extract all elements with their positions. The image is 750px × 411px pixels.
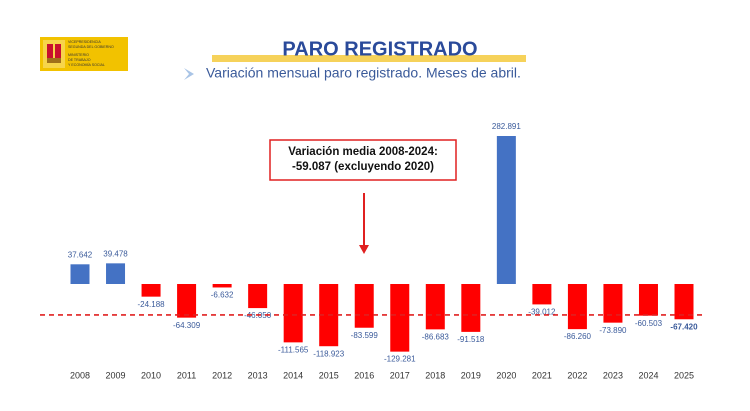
- value-label: -83.599: [351, 331, 379, 340]
- logo-text: SEGUNDA DEL GOBIERNO: [68, 45, 114, 49]
- annotation-box: [269, 139, 457, 181]
- value-label: -67.420: [670, 322, 698, 331]
- x-tick-label: 2020: [496, 370, 516, 380]
- value-label: -60.503: [635, 319, 663, 328]
- bar: [248, 284, 268, 309]
- x-tick-label: 2008: [70, 370, 90, 380]
- logo-text: MINISTERIO: [68, 53, 89, 57]
- x-tick-label: 2016: [354, 370, 374, 380]
- x-tick-label: 2018: [425, 370, 445, 380]
- bar: [390, 284, 410, 352]
- x-tick-label: 2014: [283, 370, 303, 380]
- annotation-text: -59.087 (excluyendo 2020): [292, 161, 434, 173]
- logo-shield: [47, 58, 61, 63]
- value-label: -39.012: [528, 308, 556, 317]
- value-label: -111.565: [278, 345, 309, 354]
- value-label: -86.683: [422, 332, 450, 341]
- value-label: -64.309: [173, 321, 201, 330]
- annotation-arrowhead: [359, 245, 369, 254]
- bar: [141, 284, 161, 297]
- bar: [496, 136, 516, 284]
- title-underline: [212, 55, 526, 62]
- logo-text: VICEPRESIDENCIA: [68, 40, 101, 44]
- x-tick-label: 2017: [390, 370, 410, 380]
- logo-text: DE TRABAJO: [68, 58, 91, 62]
- chart-title: PARO REGISTRADO: [282, 38, 477, 60]
- x-tick-label: 2010: [141, 370, 161, 380]
- value-label: -118.923: [313, 349, 345, 358]
- bar: [177, 284, 197, 318]
- x-tick-label: 2025: [674, 370, 694, 380]
- bar: [354, 284, 374, 328]
- bar: [70, 264, 90, 284]
- logo: VICEPRESIDENCIA SEGUNDA DEL GOBIERNO MIN…: [40, 37, 128, 71]
- x-tick-label: 2011: [177, 370, 196, 380]
- value-label: -86.260: [564, 332, 592, 341]
- bar: [638, 284, 658, 316]
- value-label: -24.188: [137, 300, 165, 309]
- bar: [425, 284, 445, 330]
- bar: [674, 284, 694, 320]
- value-label: 37.642: [68, 250, 93, 259]
- x-tick-label: 2013: [248, 370, 268, 380]
- logo-shield: [47, 44, 53, 58]
- bar: [212, 284, 232, 288]
- annotation-text: Variación media 2008-2024:: [288, 146, 438, 158]
- value-label: -73.890: [599, 326, 627, 335]
- bar: [603, 284, 623, 323]
- bar: [567, 284, 587, 330]
- chevron: [184, 68, 194, 80]
- logo-shield: [55, 44, 61, 58]
- x-tick-label: 2015: [319, 370, 339, 380]
- x-tick-label: 2022: [567, 370, 587, 380]
- x-tick-label: 2024: [638, 370, 658, 380]
- value-label: -6.632: [211, 291, 234, 300]
- value-label: -91.518: [457, 335, 485, 344]
- bar: [532, 284, 552, 305]
- x-tick-label: 2019: [461, 370, 481, 380]
- logo-shield-area: [43, 40, 65, 68]
- value-label: -129.281: [384, 355, 416, 364]
- logo-text: Y ECONOMÍA SOCIAL: [68, 63, 105, 67]
- x-tick-label: 2021: [532, 370, 552, 380]
- bar: [106, 263, 126, 284]
- value-label: 282.891: [492, 122, 521, 131]
- x-tick-label: 2023: [603, 370, 623, 380]
- value-label: 39.478: [103, 249, 128, 258]
- x-tick-label: 2009: [106, 370, 126, 380]
- bar: [461, 284, 481, 332]
- x-tick-label: 2012: [212, 370, 232, 380]
- bar: [283, 284, 303, 343]
- chart-subtitle: Variación mensual paro registrado. Meses…: [206, 65, 521, 81]
